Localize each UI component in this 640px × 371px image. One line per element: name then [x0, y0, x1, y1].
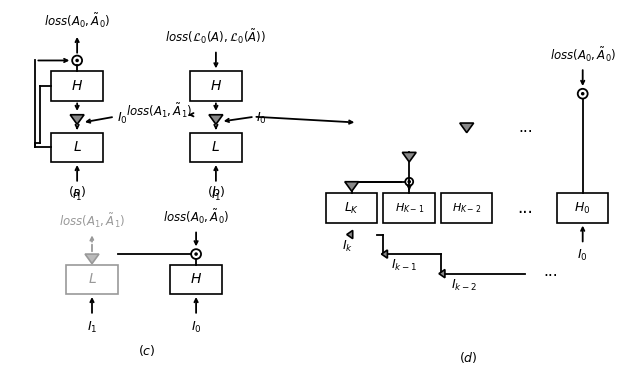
- Circle shape: [581, 92, 584, 95]
- Text: $I_1$: $I_1$: [72, 188, 83, 203]
- Text: $I_0$: $I_0$: [191, 319, 202, 335]
- Polygon shape: [403, 152, 416, 162]
- Circle shape: [76, 59, 79, 62]
- Polygon shape: [85, 254, 99, 264]
- Text: ...: ...: [518, 121, 532, 135]
- Text: $loss(A_0, \tilde{A}_0)$: $loss(A_0, \tilde{A}_0)$: [550, 46, 616, 65]
- Text: $H$: $H$: [190, 272, 202, 286]
- Text: $L$: $L$: [211, 141, 220, 154]
- FancyBboxPatch shape: [326, 193, 378, 223]
- FancyBboxPatch shape: [190, 133, 242, 162]
- Text: $loss(A_1, \tilde{A}_1)$: $loss(A_1, \tilde{A}_1)$: [125, 102, 192, 120]
- Polygon shape: [347, 230, 353, 239]
- Text: $H_0$: $H_0$: [575, 201, 591, 216]
- FancyBboxPatch shape: [51, 71, 103, 101]
- Polygon shape: [439, 269, 445, 278]
- Text: $(a)$: $(a)$: [68, 184, 86, 199]
- Text: $H_{K-2}$: $H_{K-2}$: [452, 201, 481, 215]
- Text: $(b)$: $(b)$: [207, 184, 225, 199]
- Text: $I_0$: $I_0$: [577, 248, 588, 263]
- Text: $I_0$: $I_0$: [116, 111, 127, 126]
- Polygon shape: [70, 115, 84, 124]
- Polygon shape: [209, 115, 223, 124]
- Text: $I_0$: $I_0$: [255, 111, 266, 126]
- Polygon shape: [345, 182, 358, 191]
- Text: $loss(A_0, \tilde{A}_0)$: $loss(A_0, \tilde{A}_0)$: [163, 207, 229, 226]
- Circle shape: [195, 252, 198, 256]
- Polygon shape: [381, 250, 387, 258]
- Text: $(d)$: $(d)$: [460, 350, 478, 365]
- Text: $L_K$: $L_K$: [344, 201, 360, 216]
- FancyBboxPatch shape: [51, 133, 103, 162]
- Text: $loss(A_0, \tilde{A}_0)$: $loss(A_0, \tilde{A}_0)$: [44, 12, 110, 30]
- FancyBboxPatch shape: [557, 193, 609, 223]
- FancyBboxPatch shape: [66, 265, 118, 294]
- Text: $I_k$: $I_k$: [342, 239, 353, 253]
- FancyBboxPatch shape: [441, 193, 493, 223]
- FancyBboxPatch shape: [383, 193, 435, 223]
- Text: ...: ...: [543, 264, 557, 279]
- FancyBboxPatch shape: [190, 71, 242, 101]
- Text: $L$: $L$: [88, 272, 97, 286]
- Circle shape: [408, 180, 411, 184]
- Text: $(c)$: $(c)$: [138, 343, 156, 358]
- Text: $H$: $H$: [210, 79, 222, 93]
- Text: $I_1$: $I_1$: [87, 319, 97, 335]
- Text: $loss(A_1, \tilde{A}_1)$: $loss(A_1, \tilde{A}_1)$: [59, 211, 125, 230]
- Text: $L$: $L$: [73, 141, 81, 154]
- Text: $I_1$: $I_1$: [211, 188, 221, 203]
- Text: ...: ...: [517, 199, 533, 217]
- Text: $I_{k-2}$: $I_{k-2}$: [451, 278, 477, 293]
- Text: $loss(\mathcal{L}_0(A), \mathcal{L}_0(\tilde{A}))$: $loss(\mathcal{L}_0(A), \mathcal{L}_0(\t…: [165, 27, 266, 46]
- Text: $I_{k-1}$: $I_{k-1}$: [391, 258, 417, 273]
- FancyBboxPatch shape: [170, 265, 222, 294]
- Text: $H_{K-1}$: $H_{K-1}$: [395, 201, 424, 215]
- Text: $H$: $H$: [71, 79, 83, 93]
- Polygon shape: [460, 123, 474, 132]
